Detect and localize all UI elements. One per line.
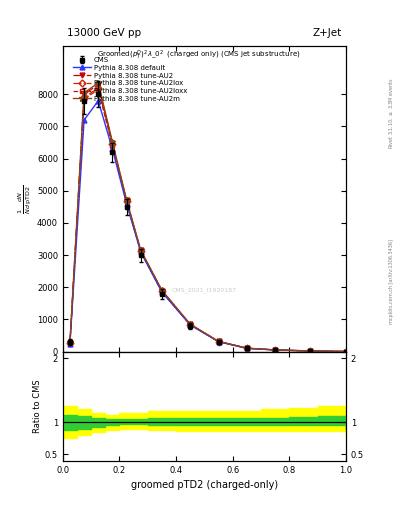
Pythia 8.308 tune-AU2loxx [308, 348, 313, 354]
Pythia 8.308 default [68, 340, 72, 347]
Y-axis label: $\frac{1}{N}\frac{dN}{d\,\mathrm{pTD2}}$: $\frac{1}{N}\frac{dN}{d\,\mathrm{pTD2}}$ [17, 184, 34, 214]
Text: Rivet 3.1.10, $\geq$ 3.3M events: Rivet 3.1.10, $\geq$ 3.3M events [387, 77, 393, 148]
Pythia 8.308 tune-AU2m [273, 347, 277, 353]
Pythia 8.308 tune-AU2loxx [188, 322, 193, 328]
Pythia 8.308 tune-AU2loxx [124, 199, 129, 205]
Pythia 8.308 default [110, 146, 115, 152]
Pythia 8.308 default [82, 117, 86, 123]
Pythia 8.308 tune-AU2m [308, 348, 313, 354]
Pythia 8.308 tune-AU2m [96, 80, 101, 86]
Line: Pythia 8.308 tune-AU2: Pythia 8.308 tune-AU2 [68, 82, 348, 354]
Pythia 8.308 tune-AU2lox [96, 85, 101, 91]
Legend: CMS, Pythia 8.308 default, Pythia 8.308 tune-AU2, Pythia 8.308 tune-AU2lox, Pyth: CMS, Pythia 8.308 default, Pythia 8.308 … [72, 56, 188, 103]
Pythia 8.308 tune-AU2 [68, 339, 72, 346]
Pythia 8.308 tune-AU2m [343, 349, 348, 355]
Pythia 8.308 tune-AU2loxx [110, 143, 115, 149]
Pythia 8.308 tune-AU2lox [110, 141, 115, 147]
Pythia 8.308 tune-AU2loxx [96, 87, 101, 93]
Line: Pythia 8.308 tune-AU2lox: Pythia 8.308 tune-AU2lox [68, 86, 348, 354]
Pythia 8.308 default [216, 338, 221, 345]
Pythia 8.308 tune-AU2loxx [244, 345, 249, 351]
Pythia 8.308 tune-AU2 [110, 139, 115, 145]
Pythia 8.308 tune-AU2lox [244, 345, 249, 351]
Pythia 8.308 default [308, 348, 313, 354]
Pythia 8.308 tune-AU2lox [138, 248, 143, 254]
Pythia 8.308 tune-AU2m [160, 287, 164, 293]
Text: Groomed$(p_T^D)^2\lambda\_0^2$  (charged only) (CMS jet substructure): Groomed$(p_T^D)^2\lambda\_0^2$ (charged … [97, 49, 300, 62]
Line: Pythia 8.308 tune-AU2loxx: Pythia 8.308 tune-AU2loxx [68, 87, 348, 354]
Pythia 8.308 tune-AU2lox [160, 288, 164, 294]
Pythia 8.308 tune-AU2 [216, 338, 221, 345]
Text: mcplots.cern.ch [arXiv:1306.3436]: mcplots.cern.ch [arXiv:1306.3436] [389, 239, 393, 324]
Pythia 8.308 default [96, 98, 101, 104]
Pythia 8.308 default [273, 347, 277, 353]
Pythia 8.308 default [244, 345, 249, 351]
Pythia 8.308 default [138, 249, 143, 255]
Pythia 8.308 tune-AU2m [124, 197, 129, 203]
Text: Z+Jet: Z+Jet [313, 28, 342, 38]
Pythia 8.308 tune-AU2 [96, 81, 101, 88]
X-axis label: groomed pTD2 (charged-only): groomed pTD2 (charged-only) [131, 480, 278, 490]
Text: CMS_2021_I1920187: CMS_2021_I1920187 [172, 288, 237, 293]
Pythia 8.308 tune-AU2lox [188, 322, 193, 328]
Pythia 8.308 tune-AU2loxx [82, 96, 86, 102]
Pythia 8.308 tune-AU2loxx [160, 289, 164, 295]
Pythia 8.308 tune-AU2m [188, 321, 193, 327]
Pythia 8.308 tune-AU2m [110, 139, 115, 145]
Pythia 8.308 tune-AU2lox [68, 340, 72, 346]
Pythia 8.308 tune-AU2loxx [138, 248, 143, 254]
Pythia 8.308 tune-AU2 [160, 287, 164, 293]
Pythia 8.308 tune-AU2 [244, 345, 249, 351]
Pythia 8.308 tune-AU2loxx [68, 340, 72, 346]
Pythia 8.308 tune-AU2lox [343, 349, 348, 355]
Pythia 8.308 tune-AU2m [68, 339, 72, 346]
Pythia 8.308 tune-AU2m [138, 247, 143, 253]
Line: Pythia 8.308 tune-AU2m: Pythia 8.308 tune-AU2m [67, 80, 349, 355]
Pythia 8.308 tune-AU2m [82, 90, 86, 96]
Pythia 8.308 tune-AU2 [188, 321, 193, 327]
Pythia 8.308 tune-AU2 [273, 347, 277, 353]
Pythia 8.308 default [160, 289, 164, 295]
Pythia 8.308 tune-AU2loxx [343, 349, 348, 355]
Pythia 8.308 tune-AU2m [244, 345, 249, 351]
Pythia 8.308 tune-AU2 [308, 348, 313, 354]
Pythia 8.308 tune-AU2lox [308, 348, 313, 354]
Pythia 8.308 tune-AU2 [343, 349, 348, 355]
Pythia 8.308 tune-AU2loxx [273, 347, 277, 353]
Text: 13000 GeV pp: 13000 GeV pp [67, 28, 141, 38]
Pythia 8.308 tune-AU2loxx [216, 338, 221, 345]
Pythia 8.308 tune-AU2lox [273, 347, 277, 353]
Pythia 8.308 default [343, 349, 348, 355]
Line: Pythia 8.308 default: Pythia 8.308 default [68, 98, 348, 354]
Y-axis label: Ratio to CMS: Ratio to CMS [33, 379, 42, 433]
Pythia 8.308 default [188, 322, 193, 328]
Pythia 8.308 tune-AU2lox [216, 338, 221, 345]
Pythia 8.308 tune-AU2lox [82, 95, 86, 101]
Pythia 8.308 tune-AU2 [138, 247, 143, 253]
Pythia 8.308 tune-AU2lox [124, 198, 129, 204]
Pythia 8.308 tune-AU2 [124, 198, 129, 204]
Pythia 8.308 default [124, 201, 129, 207]
Pythia 8.308 tune-AU2 [82, 91, 86, 97]
Pythia 8.308 tune-AU2m [216, 338, 221, 345]
